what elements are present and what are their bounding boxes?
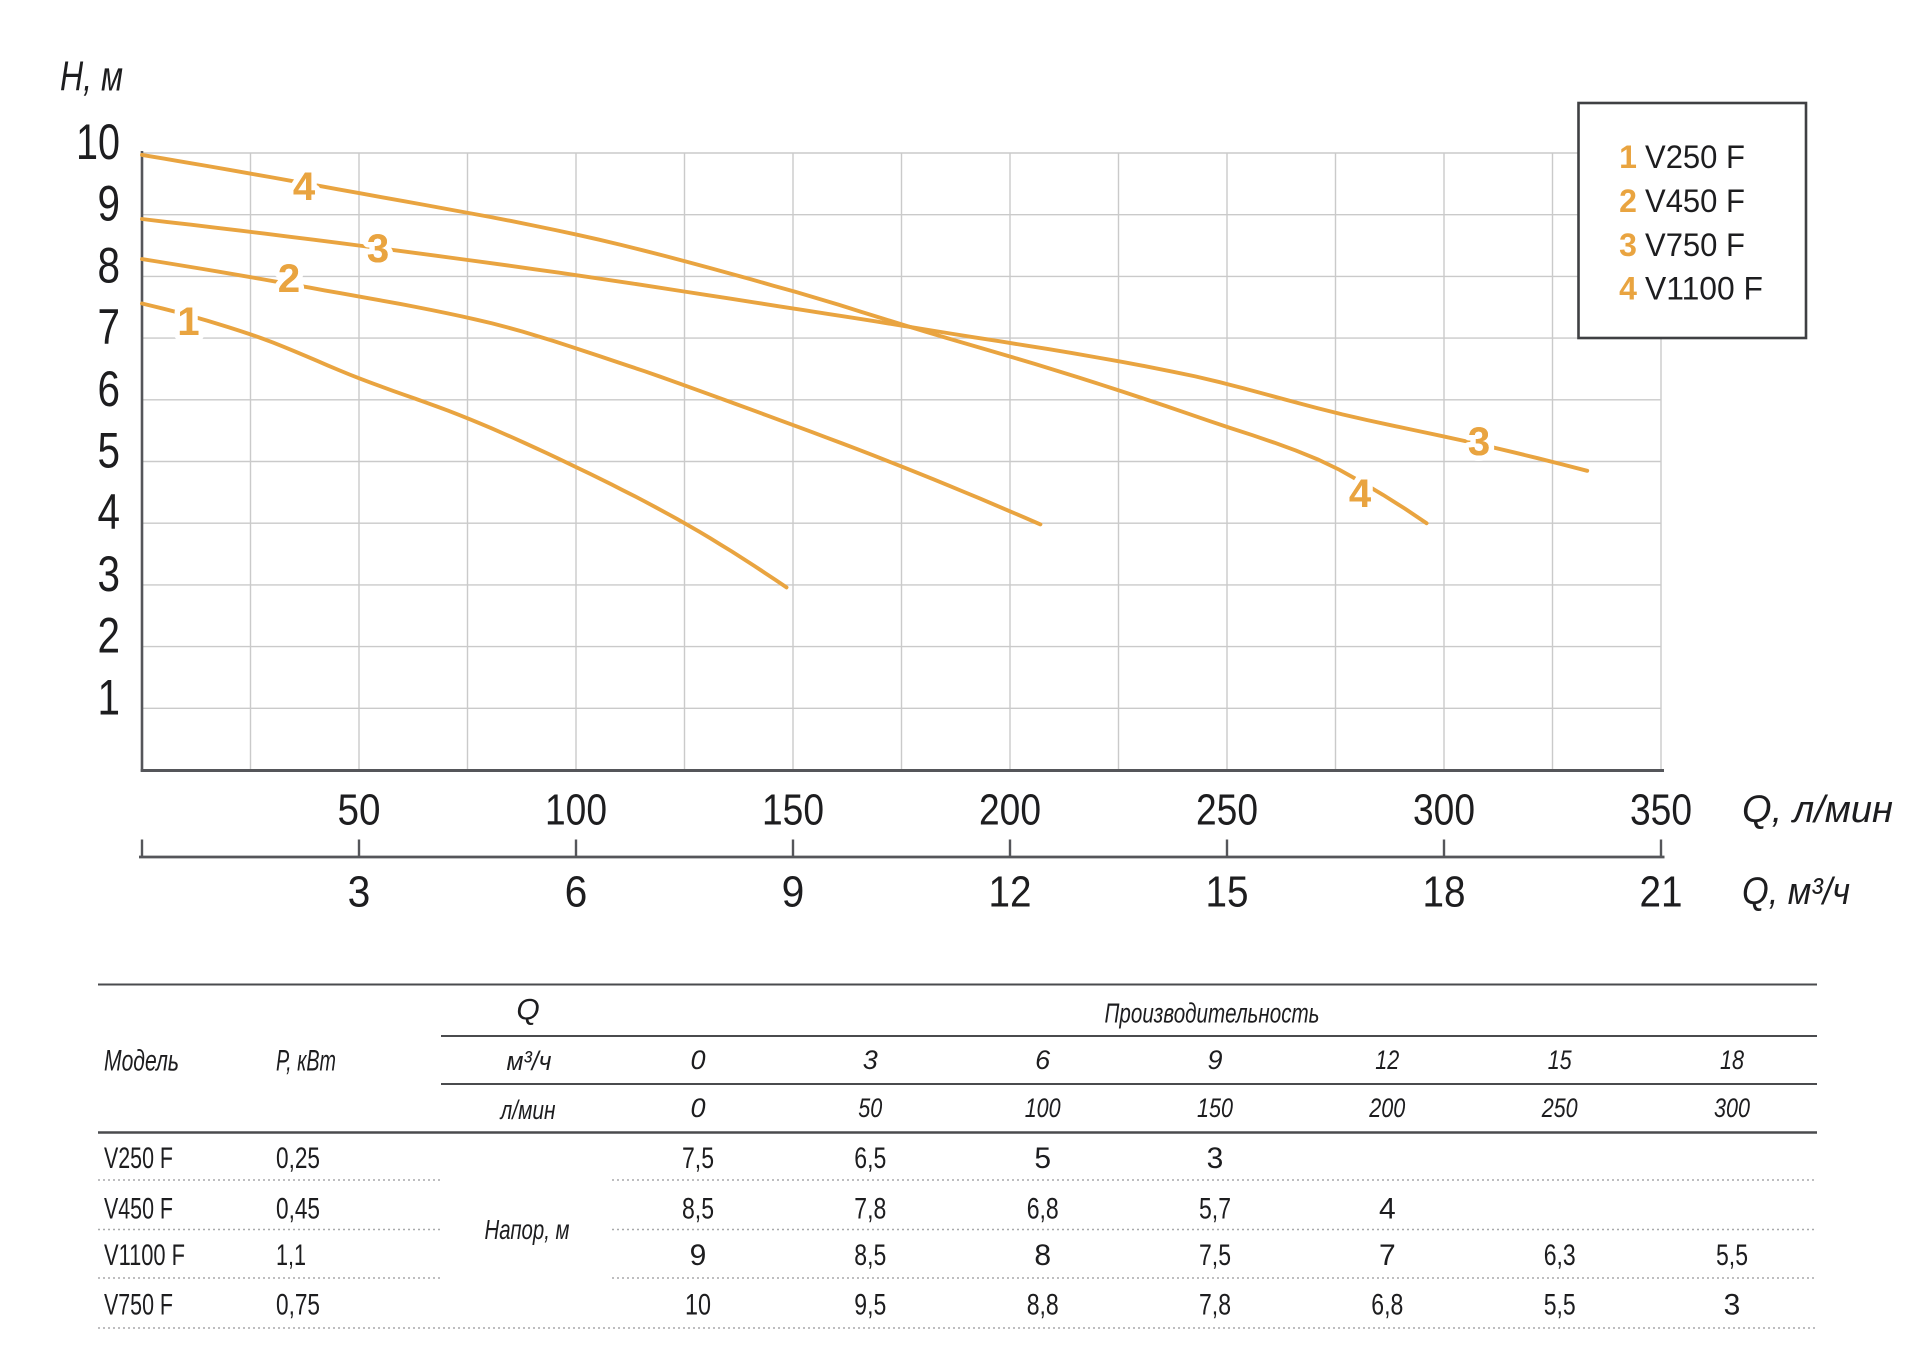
svg-text:7,5: 7,5 (1199, 1239, 1231, 1272)
svg-text:8,5: 8,5 (854, 1239, 886, 1272)
svg-text:250: 250 (1196, 786, 1258, 835)
svg-text:0,25: 0,25 (276, 1142, 320, 1175)
svg-text:5,5: 5,5 (1544, 1289, 1576, 1322)
svg-text:3: 3 (348, 868, 371, 917)
svg-text:0: 0 (690, 1045, 705, 1075)
svg-text:5,5: 5,5 (1716, 1239, 1748, 1272)
svg-text:50: 50 (338, 786, 381, 835)
svg-text:3: 3 (367, 227, 389, 271)
svg-text:8: 8 (1034, 1239, 1051, 1272)
svg-text:6: 6 (98, 361, 121, 417)
svg-text:3: 3 (1207, 1142, 1224, 1175)
svg-text:H, м: H, м (60, 53, 123, 100)
svg-text:4: 4 (1619, 271, 1637, 307)
svg-text:3: 3 (98, 546, 121, 602)
svg-text:100: 100 (545, 786, 607, 835)
svg-text:3: 3 (1468, 420, 1490, 464)
svg-text:9,5: 9,5 (854, 1289, 886, 1322)
svg-text:2: 2 (278, 257, 300, 301)
svg-text:6,8: 6,8 (1027, 1193, 1059, 1226)
svg-text:12: 12 (989, 868, 1032, 917)
svg-text:4: 4 (293, 165, 316, 209)
svg-text:V1100 F: V1100 F (104, 1239, 185, 1272)
svg-text:V750 F: V750 F (1645, 227, 1745, 263)
svg-text:1: 1 (1619, 139, 1637, 175)
svg-text:150: 150 (762, 786, 824, 835)
svg-text:7: 7 (98, 299, 121, 355)
svg-text:9: 9 (690, 1239, 707, 1272)
svg-text:9: 9 (782, 868, 805, 917)
svg-text:Q: Q (516, 994, 539, 1027)
svg-text:V1100 F: V1100 F (1645, 271, 1763, 307)
svg-text:18: 18 (1720, 1045, 1744, 1075)
svg-text:4: 4 (1349, 472, 1372, 516)
svg-text:50: 50 (858, 1093, 882, 1123)
svg-text:8,8: 8,8 (1027, 1289, 1059, 1322)
svg-text:12: 12 (1375, 1045, 1399, 1075)
svg-text:6,8: 6,8 (1371, 1289, 1403, 1322)
svg-text:9: 9 (1207, 1045, 1222, 1075)
svg-text:Производительность: Производительность (1105, 998, 1320, 1029)
svg-text:л/мин: л/мин (499, 1095, 556, 1125)
svg-text:V750 F: V750 F (104, 1289, 173, 1322)
svg-text:6: 6 (565, 868, 588, 917)
svg-text:V250 F: V250 F (104, 1142, 173, 1175)
svg-text:4: 4 (98, 484, 121, 540)
svg-text:21: 21 (1640, 868, 1683, 917)
svg-text:8,5: 8,5 (682, 1193, 714, 1226)
svg-text:1: 1 (177, 300, 199, 344)
svg-text:350: 350 (1630, 786, 1692, 835)
svg-text:Р, кВт: Р, кВт (276, 1045, 336, 1078)
svg-text:4: 4 (1379, 1193, 1396, 1226)
svg-text:м³/ч: м³/ч (507, 1046, 552, 1076)
svg-text:6: 6 (1035, 1045, 1051, 1075)
svg-text:1: 1 (177, 300, 199, 344)
svg-text:8: 8 (98, 237, 121, 293)
svg-text:10: 10 (76, 114, 120, 170)
svg-text:Q, м³/ч: Q, м³/ч (1742, 871, 1850, 913)
svg-text:7,8: 7,8 (854, 1193, 886, 1226)
svg-text:Q, л/мин: Q, л/мин (1742, 789, 1893, 831)
svg-text:2: 2 (278, 257, 300, 301)
svg-text:1,1: 1,1 (276, 1239, 306, 1272)
svg-text:3: 3 (1724, 1289, 1741, 1322)
svg-text:0,75: 0,75 (276, 1289, 320, 1322)
svg-text:7,5: 7,5 (682, 1142, 714, 1175)
svg-text:15: 15 (1548, 1045, 1573, 1075)
svg-text:3: 3 (1468, 420, 1490, 464)
svg-text:5: 5 (1034, 1142, 1051, 1175)
svg-text:6,3: 6,3 (1544, 1239, 1576, 1272)
svg-text:V250 F: V250 F (1645, 139, 1745, 175)
svg-text:300: 300 (1714, 1093, 1750, 1123)
svg-text:Напор, м: Напор, м (485, 1214, 570, 1245)
svg-text:7: 7 (1379, 1239, 1396, 1272)
svg-text:Модель: Модель (104, 1045, 179, 1078)
svg-text:150: 150 (1197, 1093, 1233, 1123)
svg-text:100: 100 (1025, 1093, 1061, 1123)
svg-text:6,5: 6,5 (854, 1142, 886, 1175)
svg-text:250: 250 (1541, 1093, 1578, 1123)
svg-text:V450 F: V450 F (104, 1193, 173, 1226)
svg-text:5: 5 (98, 423, 121, 479)
svg-text:18: 18 (1423, 868, 1466, 917)
svg-text:1: 1 (98, 669, 121, 725)
svg-text:3: 3 (863, 1045, 878, 1075)
svg-text:0: 0 (690, 1093, 705, 1123)
svg-text:5,7: 5,7 (1199, 1193, 1231, 1226)
svg-text:3: 3 (367, 227, 389, 271)
svg-text:3: 3 (1619, 227, 1637, 263)
svg-text:2: 2 (98, 608, 121, 664)
svg-text:200: 200 (979, 786, 1041, 835)
svg-text:7,8: 7,8 (1199, 1289, 1231, 1322)
svg-text:0,45: 0,45 (276, 1193, 320, 1226)
svg-text:10: 10 (685, 1289, 711, 1322)
svg-text:2: 2 (1619, 183, 1637, 219)
svg-text:V450 F: V450 F (1645, 183, 1745, 219)
svg-text:300: 300 (1413, 786, 1475, 835)
svg-text:15: 15 (1206, 868, 1249, 917)
svg-text:9: 9 (98, 176, 121, 232)
svg-text:200: 200 (1369, 1093, 1406, 1123)
